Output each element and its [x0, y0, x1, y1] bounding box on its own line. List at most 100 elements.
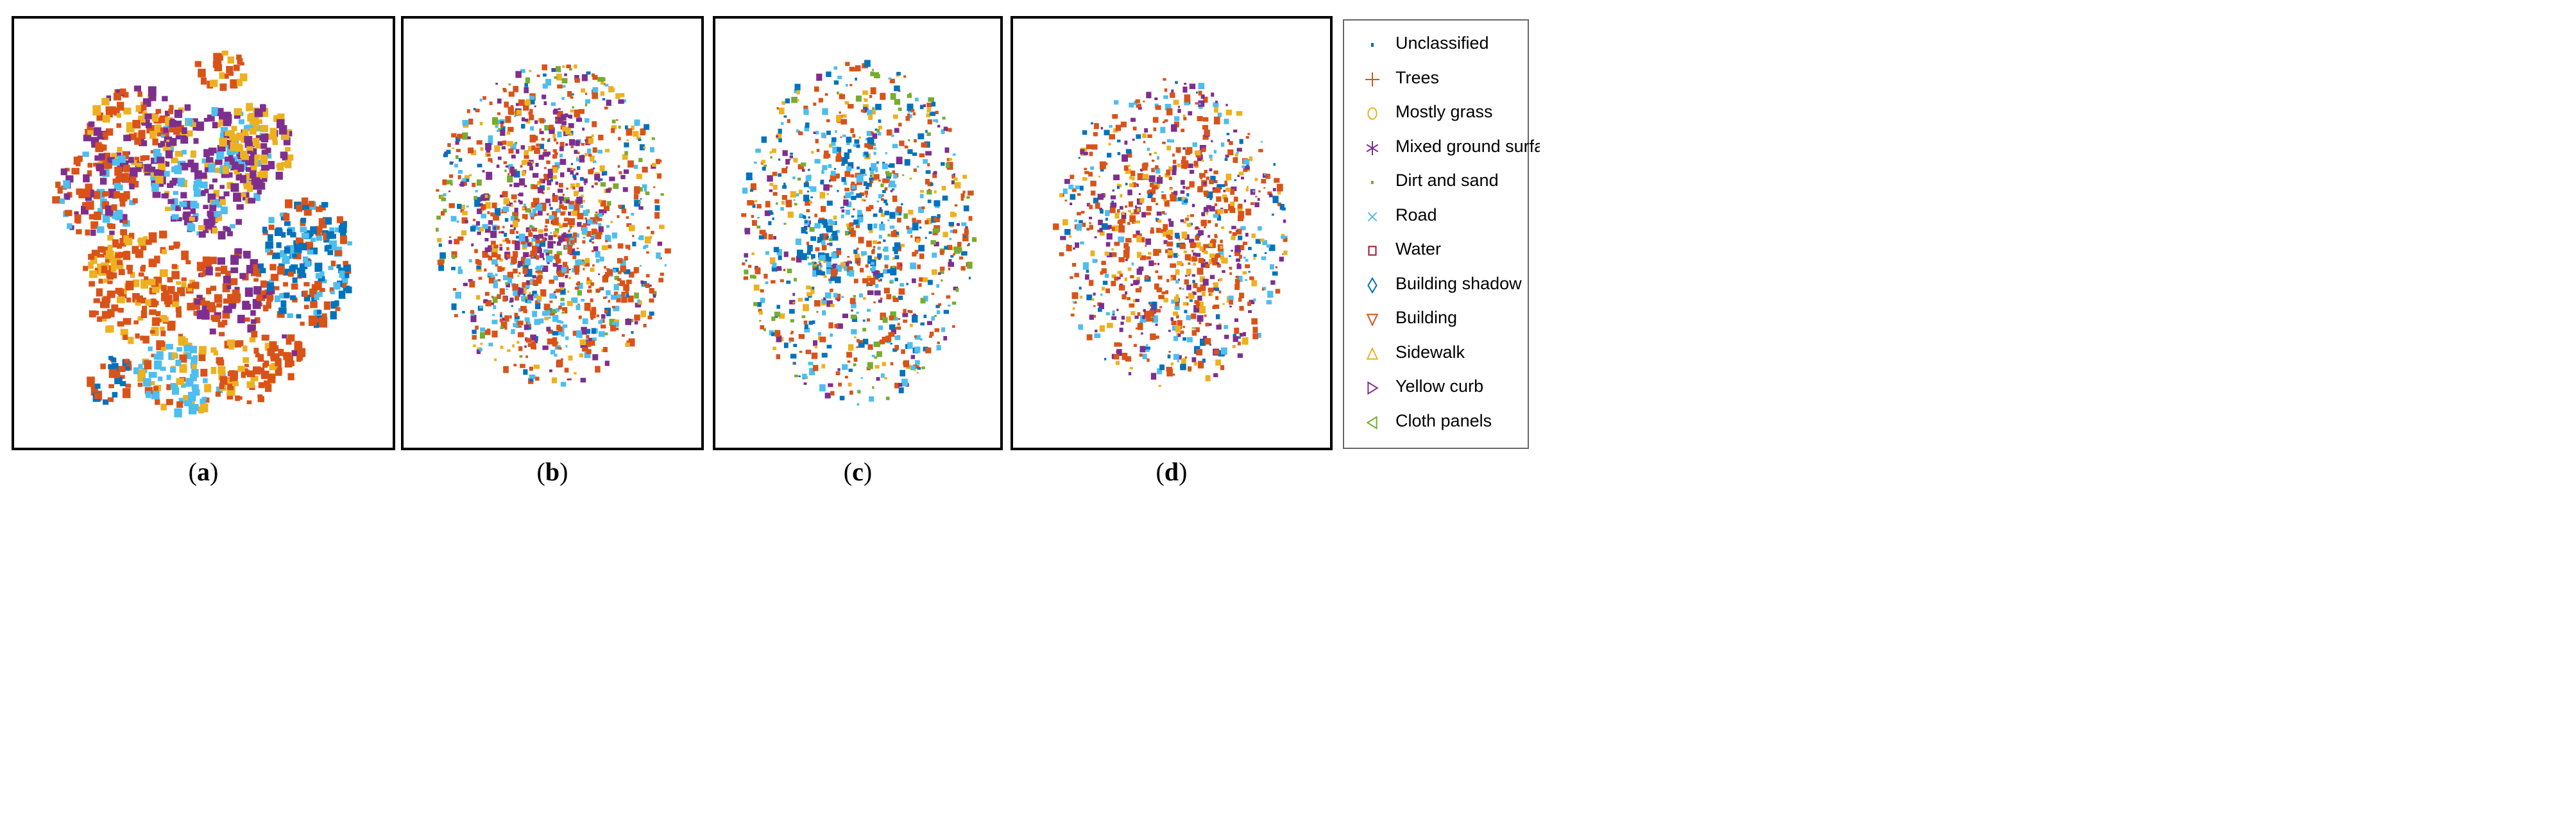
data-point: [581, 199, 585, 203]
data-point: [287, 334, 295, 342]
data-point: [1173, 160, 1177, 164]
data-point: [457, 175, 461, 180]
data-point: [1118, 219, 1123, 224]
data-point: [848, 149, 852, 153]
data-point: [343, 264, 351, 272]
data-point: [1123, 243, 1129, 249]
data-point: [595, 232, 602, 239]
data-point: [99, 178, 107, 185]
data-point: [894, 242, 901, 249]
data-point: [878, 241, 882, 244]
data-point: [534, 241, 540, 247]
data-point: [602, 97, 606, 101]
data-point: [873, 246, 876, 249]
data-point: [1164, 104, 1172, 111]
data-point: [75, 162, 81, 167]
data-point: [871, 250, 875, 255]
data-point: [158, 230, 167, 239]
data-point: [241, 372, 246, 378]
data-point: [530, 207, 533, 209]
data-point: [837, 147, 842, 152]
data-point: [889, 180, 896, 187]
data-point: [495, 125, 499, 128]
data-point: [872, 107, 875, 110]
data-point: [910, 262, 916, 269]
data-point: [564, 368, 569, 373]
data-point: [748, 264, 752, 268]
data-point: [513, 86, 519, 92]
data-point: [1239, 139, 1243, 144]
data-point: [851, 182, 855, 185]
data-point: [1157, 262, 1160, 266]
data-point: [582, 240, 586, 244]
data-point: [235, 145, 244, 152]
data-point: [1252, 326, 1258, 334]
data-point: [934, 328, 940, 332]
data-point: [880, 183, 884, 187]
data-point: [900, 369, 905, 376]
data-point: [516, 110, 522, 115]
data-point: [904, 159, 910, 166]
data-point: [894, 249, 898, 255]
data-point: [592, 264, 595, 267]
data-point: [1264, 252, 1267, 254]
data-point: [467, 136, 471, 140]
data-point: [1072, 301, 1075, 303]
data-point: [89, 281, 95, 287]
data-point: [831, 264, 833, 267]
data-point: [819, 192, 826, 199]
data-point: [339, 235, 347, 244]
data-point: [514, 319, 518, 323]
data-point: [517, 275, 520, 277]
data-point: [448, 190, 451, 192]
data-point: [1150, 230, 1154, 234]
data-point: [466, 205, 469, 208]
data-point: [549, 279, 554, 284]
data-point: [1142, 315, 1145, 319]
data-point: [291, 350, 298, 357]
data-point: [805, 123, 810, 128]
data-point: [835, 371, 840, 375]
data-point: [480, 195, 486, 201]
data-point: [1098, 176, 1100, 178]
data-point: [227, 231, 233, 237]
data-point: [1209, 180, 1215, 185]
data-point: [1224, 158, 1228, 161]
data-point: [1163, 95, 1168, 99]
data-point: [1205, 262, 1209, 266]
data-point: [579, 339, 586, 346]
data-point: [1093, 305, 1096, 307]
data-point: [592, 147, 597, 153]
data-point: [452, 254, 456, 259]
data-point: [569, 139, 576, 146]
data-point: [486, 301, 488, 305]
data-point: [826, 269, 832, 275]
data-point: [567, 301, 573, 307]
data-point: [285, 199, 293, 208]
data-point: [567, 233, 573, 238]
data-point: [1121, 212, 1127, 219]
data-point: [466, 109, 470, 114]
data-point: [896, 234, 900, 237]
data-point: [451, 303, 457, 310]
data-point: [94, 384, 101, 389]
data-point: [107, 244, 113, 251]
data-point: [103, 399, 109, 405]
data-point: [873, 213, 878, 217]
data-point: [638, 237, 641, 240]
data-point: [1263, 173, 1267, 178]
data-point: [1224, 334, 1229, 339]
data-point: [885, 203, 889, 206]
data-point: [898, 318, 901, 320]
data-point: [809, 201, 812, 204]
data-point: [887, 269, 891, 274]
data-point: [619, 280, 626, 287]
data-point: [1086, 294, 1093, 301]
data-point: [859, 293, 863, 298]
data-point: [1226, 133, 1230, 135]
data-point: [500, 345, 504, 350]
data-point: [1104, 130, 1110, 135]
data-point: [601, 325, 606, 329]
data-point: [826, 226, 830, 231]
data-point: [1128, 210, 1131, 213]
